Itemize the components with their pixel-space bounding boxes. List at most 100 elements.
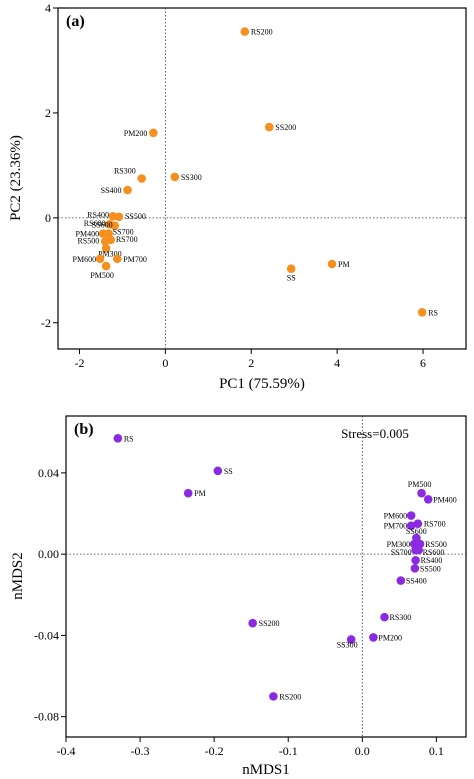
plot-frame (57, 7, 467, 350)
data-point (149, 128, 158, 138)
point-label: SS (287, 274, 296, 283)
point-label: PM300 (387, 540, 411, 549)
point-label: PM600 (73, 255, 97, 264)
point-label: PM600 (384, 512, 408, 521)
x-tick-label: -2 (74, 356, 84, 370)
point-label: PM700 (384, 522, 408, 531)
y-tick-label: -2 (41, 316, 51, 330)
plot-frame (65, 415, 467, 738)
point-label: SS500 (125, 212, 146, 221)
data-point (410, 564, 420, 573)
x-tick-label: 0.0 (355, 744, 370, 758)
point-label: SS300 (337, 640, 358, 649)
point-label: SS200 (275, 123, 296, 132)
point-label: SS600 (406, 527, 427, 536)
point-label: SS200 (259, 619, 280, 628)
point-label: RS700 (116, 235, 138, 244)
data-point (380, 612, 389, 622)
point-label: SS700 (113, 228, 134, 237)
data-point (286, 264, 296, 274)
point-label: SS700 (391, 548, 412, 557)
data-point (101, 261, 111, 271)
point-label: PM300 (98, 249, 122, 258)
point-label: PM200 (124, 129, 148, 138)
data-point (269, 692, 278, 701)
x-tick-label: 2 (248, 356, 254, 370)
data-point (114, 212, 124, 222)
data-point (183, 488, 193, 498)
point-label: PM400 (433, 495, 457, 504)
point-label: PM700 (123, 255, 147, 264)
data-point (110, 221, 119, 231)
data-point (170, 172, 180, 182)
point-label: SS300 (181, 173, 202, 182)
y-tick-label: 2 (45, 106, 51, 120)
point-label: PM500 (408, 480, 432, 489)
data-point (406, 521, 416, 531)
point-label: RS600 (84, 219, 106, 228)
data-point (417, 307, 427, 317)
point-label: RS400 (87, 210, 109, 219)
x-tick-label: 0 (162, 356, 168, 370)
data-point (112, 254, 122, 264)
data-point (423, 494, 433, 504)
data-point (396, 576, 406, 585)
data-point (417, 488, 426, 498)
y-tick-label: 0 (45, 211, 51, 225)
point-label: PM200 (378, 633, 402, 642)
point-label: SS600 (92, 221, 113, 230)
point-label: SS500 (420, 564, 441, 573)
point-label: RS400 (421, 556, 443, 565)
data-point (265, 122, 274, 132)
data-point (411, 555, 420, 565)
point-label: SS (224, 467, 233, 476)
panel-a-pca: -2 0 2 4 6 -2 0 2 4 PC1 (75.59%) PC2 (23.36%) (a) RS… (8, 1, 467, 392)
point-label: RS (428, 308, 438, 317)
y-axis-label: nMDS2 (10, 552, 26, 600)
x-axis-label: PC1 (75.59%) (219, 376, 305, 392)
y-tick-label: 0.00 (38, 547, 59, 561)
stress-annotation: Stress=0.005 (341, 426, 409, 441)
point-label: RS500 (425, 540, 447, 549)
y-tick-label: -0.04 (34, 628, 59, 642)
x-tick-label: 4 (334, 356, 340, 370)
data-point (123, 185, 132, 195)
data-point (137, 174, 147, 183)
point-label: RS300 (390, 613, 412, 622)
data-point (113, 434, 123, 443)
data-point (240, 27, 250, 36)
data-point (95, 254, 105, 264)
data-point (414, 545, 423, 555)
point-label: PM500 (90, 271, 114, 280)
x-tick-label: 0.1 (429, 744, 444, 758)
data-point (101, 243, 111, 253)
data-point (106, 235, 116, 245)
y-tick-label: 4 (45, 1, 51, 15)
y-axis-label: PC2 (23.36%) (8, 135, 24, 221)
panel-label: (b) (74, 421, 94, 438)
x-tick-label: -0.4 (57, 744, 76, 758)
point-label: SS400 (101, 186, 122, 195)
panel-label: (a) (66, 13, 85, 30)
panel-b-nmds: -0.4 -0.3 -0.2 -0.1 0.0 0.1 -0.08 -0.04 0.00 0.04… (10, 415, 467, 778)
data-point (413, 519, 423, 528)
data-point (346, 635, 356, 644)
point-label: RS (124, 434, 134, 443)
data-point (327, 259, 337, 269)
y-tick-label: -0.08 (34, 710, 59, 724)
x-axis-label: nMDS1 (242, 762, 290, 778)
data-point (248, 618, 257, 628)
x-tick-label: -0.2 (205, 744, 224, 758)
point-label: RS200 (279, 692, 301, 701)
point-label: RS200 (251, 28, 273, 37)
point-label: RS300 (114, 167, 136, 176)
data-point (406, 511, 416, 520)
y-tick-label: 0.04 (38, 466, 59, 480)
point-label: RS700 (424, 520, 446, 529)
point-label: RS500 (77, 236, 99, 245)
point-label: PM400 (76, 230, 100, 239)
x-tick-label: -0.3 (131, 744, 150, 758)
point-label: PM (338, 260, 350, 269)
point-label: PM (194, 489, 206, 498)
